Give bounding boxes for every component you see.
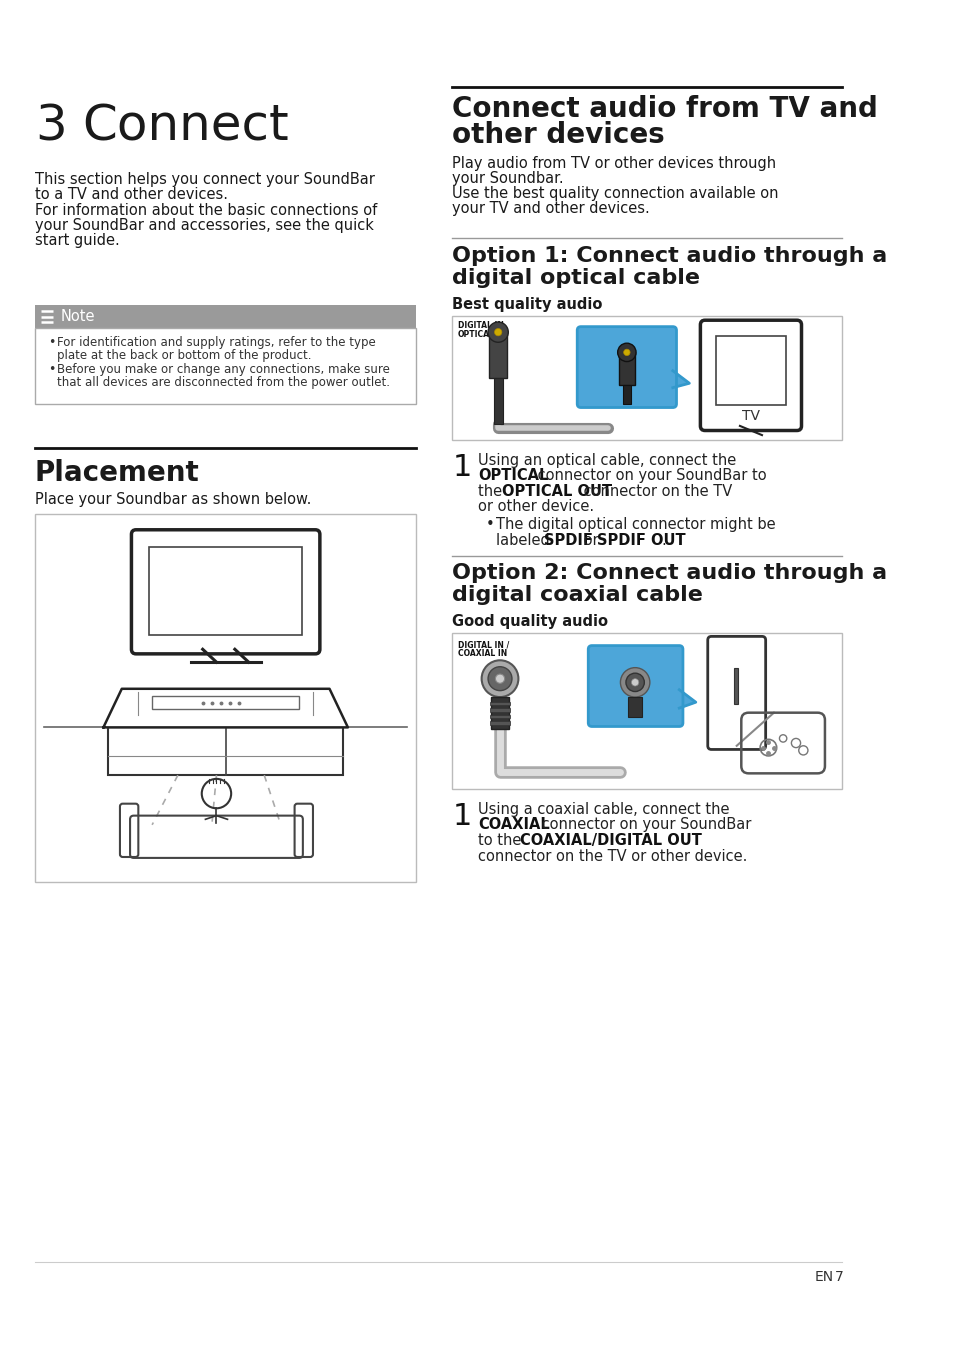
Text: 1: 1 (452, 802, 471, 830)
Bar (490, 702, 510, 705)
Text: that all devices are disconnected from the power outlet.: that all devices are disconnected from t… (57, 377, 390, 389)
Bar (716, 336, 785, 405)
Circle shape (619, 668, 649, 697)
Text: •: • (48, 363, 55, 377)
Text: This section helps you connect your SoundBar: This section helps you connect your Soun… (35, 173, 375, 188)
Bar (627, 697, 641, 717)
Text: OPTICAL: OPTICAL (457, 331, 494, 339)
Bar (490, 709, 510, 711)
Text: 3: 3 (35, 103, 67, 150)
Bar (109, 728, 342, 775)
Bar (35, 328, 416, 404)
Text: labeled: labeled (496, 532, 554, 548)
Circle shape (488, 667, 512, 691)
Bar (622, 386, 630, 404)
Text: DIGITAL IN: DIGITAL IN (457, 321, 503, 331)
Circle shape (488, 323, 508, 343)
Text: COAXIAL: COAXIAL (477, 818, 549, 833)
Text: .: . (661, 532, 666, 548)
Text: Note: Note (61, 309, 95, 324)
Text: digital optical cable: digital optical cable (452, 267, 700, 288)
Text: connector on the TV or other device.: connector on the TV or other device. (477, 849, 746, 864)
Text: EN: EN (814, 1270, 833, 1284)
Text: Using an optical cable, connect the: Using an optical cable, connect the (477, 452, 736, 467)
Text: to the: to the (477, 833, 525, 848)
Text: •: • (48, 336, 55, 348)
Text: digital coaxial cable: digital coaxial cable (452, 585, 702, 605)
Text: Use the best quality connection available on: Use the best quality connection availabl… (452, 186, 778, 201)
Circle shape (631, 679, 639, 686)
Text: Connect audio from TV and: Connect audio from TV and (452, 95, 877, 123)
Text: For information about the basic connections of: For information about the basic connecti… (35, 202, 376, 217)
Bar (35, 514, 416, 882)
Text: your SoundBar and accessories, see the quick: your SoundBar and accessories, see the q… (35, 217, 374, 232)
FancyBboxPatch shape (588, 645, 682, 726)
Bar (152, 697, 299, 709)
Circle shape (625, 674, 643, 691)
Text: COAXIAL/DIGITAL OUT: COAXIAL/DIGITAL OUT (519, 833, 701, 848)
Bar (490, 697, 509, 729)
Text: OPTICAL OUT: OPTICAL OUT (586, 338, 643, 347)
Text: Placement: Placement (35, 459, 199, 487)
Text: the: the (477, 483, 506, 498)
Text: Place your Soundbar as shown below.: Place your Soundbar as shown below. (35, 493, 311, 508)
Text: Best quality audio: Best quality audio (452, 297, 602, 312)
Text: Play audio from TV or other devices through: Play audio from TV or other devices thro… (452, 155, 776, 170)
Bar (618, 352, 635, 386)
Text: TV: TV (741, 409, 760, 424)
Text: 7: 7 (834, 1270, 842, 1284)
Bar (452, 633, 841, 788)
Text: plate at the back or bottom of the product.: plate at the back or bottom of the produ… (57, 348, 312, 362)
Text: Option 1: Connect audio through a: Option 1: Connect audio through a (452, 246, 886, 266)
Bar (489, 332, 507, 378)
Text: The digital optical connector might be: The digital optical connector might be (496, 517, 775, 532)
Text: to a TV and other devices.: to a TV and other devices. (35, 188, 228, 202)
Text: Good quality audio: Good quality audio (452, 614, 608, 629)
Bar (490, 721, 510, 725)
Text: SPDIF: SPDIF (543, 532, 593, 548)
Polygon shape (679, 690, 695, 709)
Bar (149, 547, 302, 634)
Text: SPDIF OUT: SPDIF OUT (597, 532, 685, 548)
Circle shape (494, 328, 501, 336)
Text: or other device.: or other device. (477, 500, 594, 514)
Text: OPTICAL: OPTICAL (477, 468, 548, 483)
Bar (452, 316, 841, 440)
Text: For identification and supply ratings, refer to the type: For identification and supply ratings, r… (57, 336, 375, 348)
Bar (35, 305, 416, 328)
Text: connector on the TV: connector on the TV (578, 483, 732, 498)
Text: Option 2: Connect audio through a: Option 2: Connect audio through a (452, 563, 886, 583)
Text: or: or (578, 532, 602, 548)
Circle shape (495, 674, 504, 683)
Text: •: • (485, 517, 494, 532)
Text: Connect: Connect (83, 103, 289, 150)
Text: COAXIAL IN: COAXIAL IN (457, 649, 506, 659)
Text: connector on your SoundBar to: connector on your SoundBar to (533, 468, 766, 483)
FancyBboxPatch shape (577, 327, 676, 408)
Bar (493, 378, 502, 424)
Text: 1: 1 (452, 452, 471, 482)
Text: Using a coaxial cable, connect the: Using a coaxial cable, connect the (477, 802, 729, 817)
Bar (490, 714, 510, 718)
Text: OPTICAL OUT: OPTICAL OUT (501, 483, 611, 498)
Text: connector on your SoundBar: connector on your SoundBar (537, 818, 750, 833)
Text: other devices: other devices (452, 120, 664, 148)
Text: start guide.: start guide. (35, 234, 119, 248)
Text: your TV and other devices.: your TV and other devices. (452, 201, 649, 216)
Text: DIGITAL OUT: DIGITAL OUT (597, 655, 652, 664)
Polygon shape (672, 371, 689, 387)
Text: Before you make or change any connections, make sure: Before you make or change any connection… (57, 363, 390, 377)
Polygon shape (103, 688, 348, 728)
Circle shape (623, 350, 629, 355)
Bar (734, 668, 738, 705)
Circle shape (481, 660, 517, 697)
Text: DIGITAL IN /: DIGITAL IN / (457, 640, 509, 649)
Circle shape (617, 343, 636, 362)
Text: your Soundbar.: your Soundbar. (452, 171, 563, 186)
